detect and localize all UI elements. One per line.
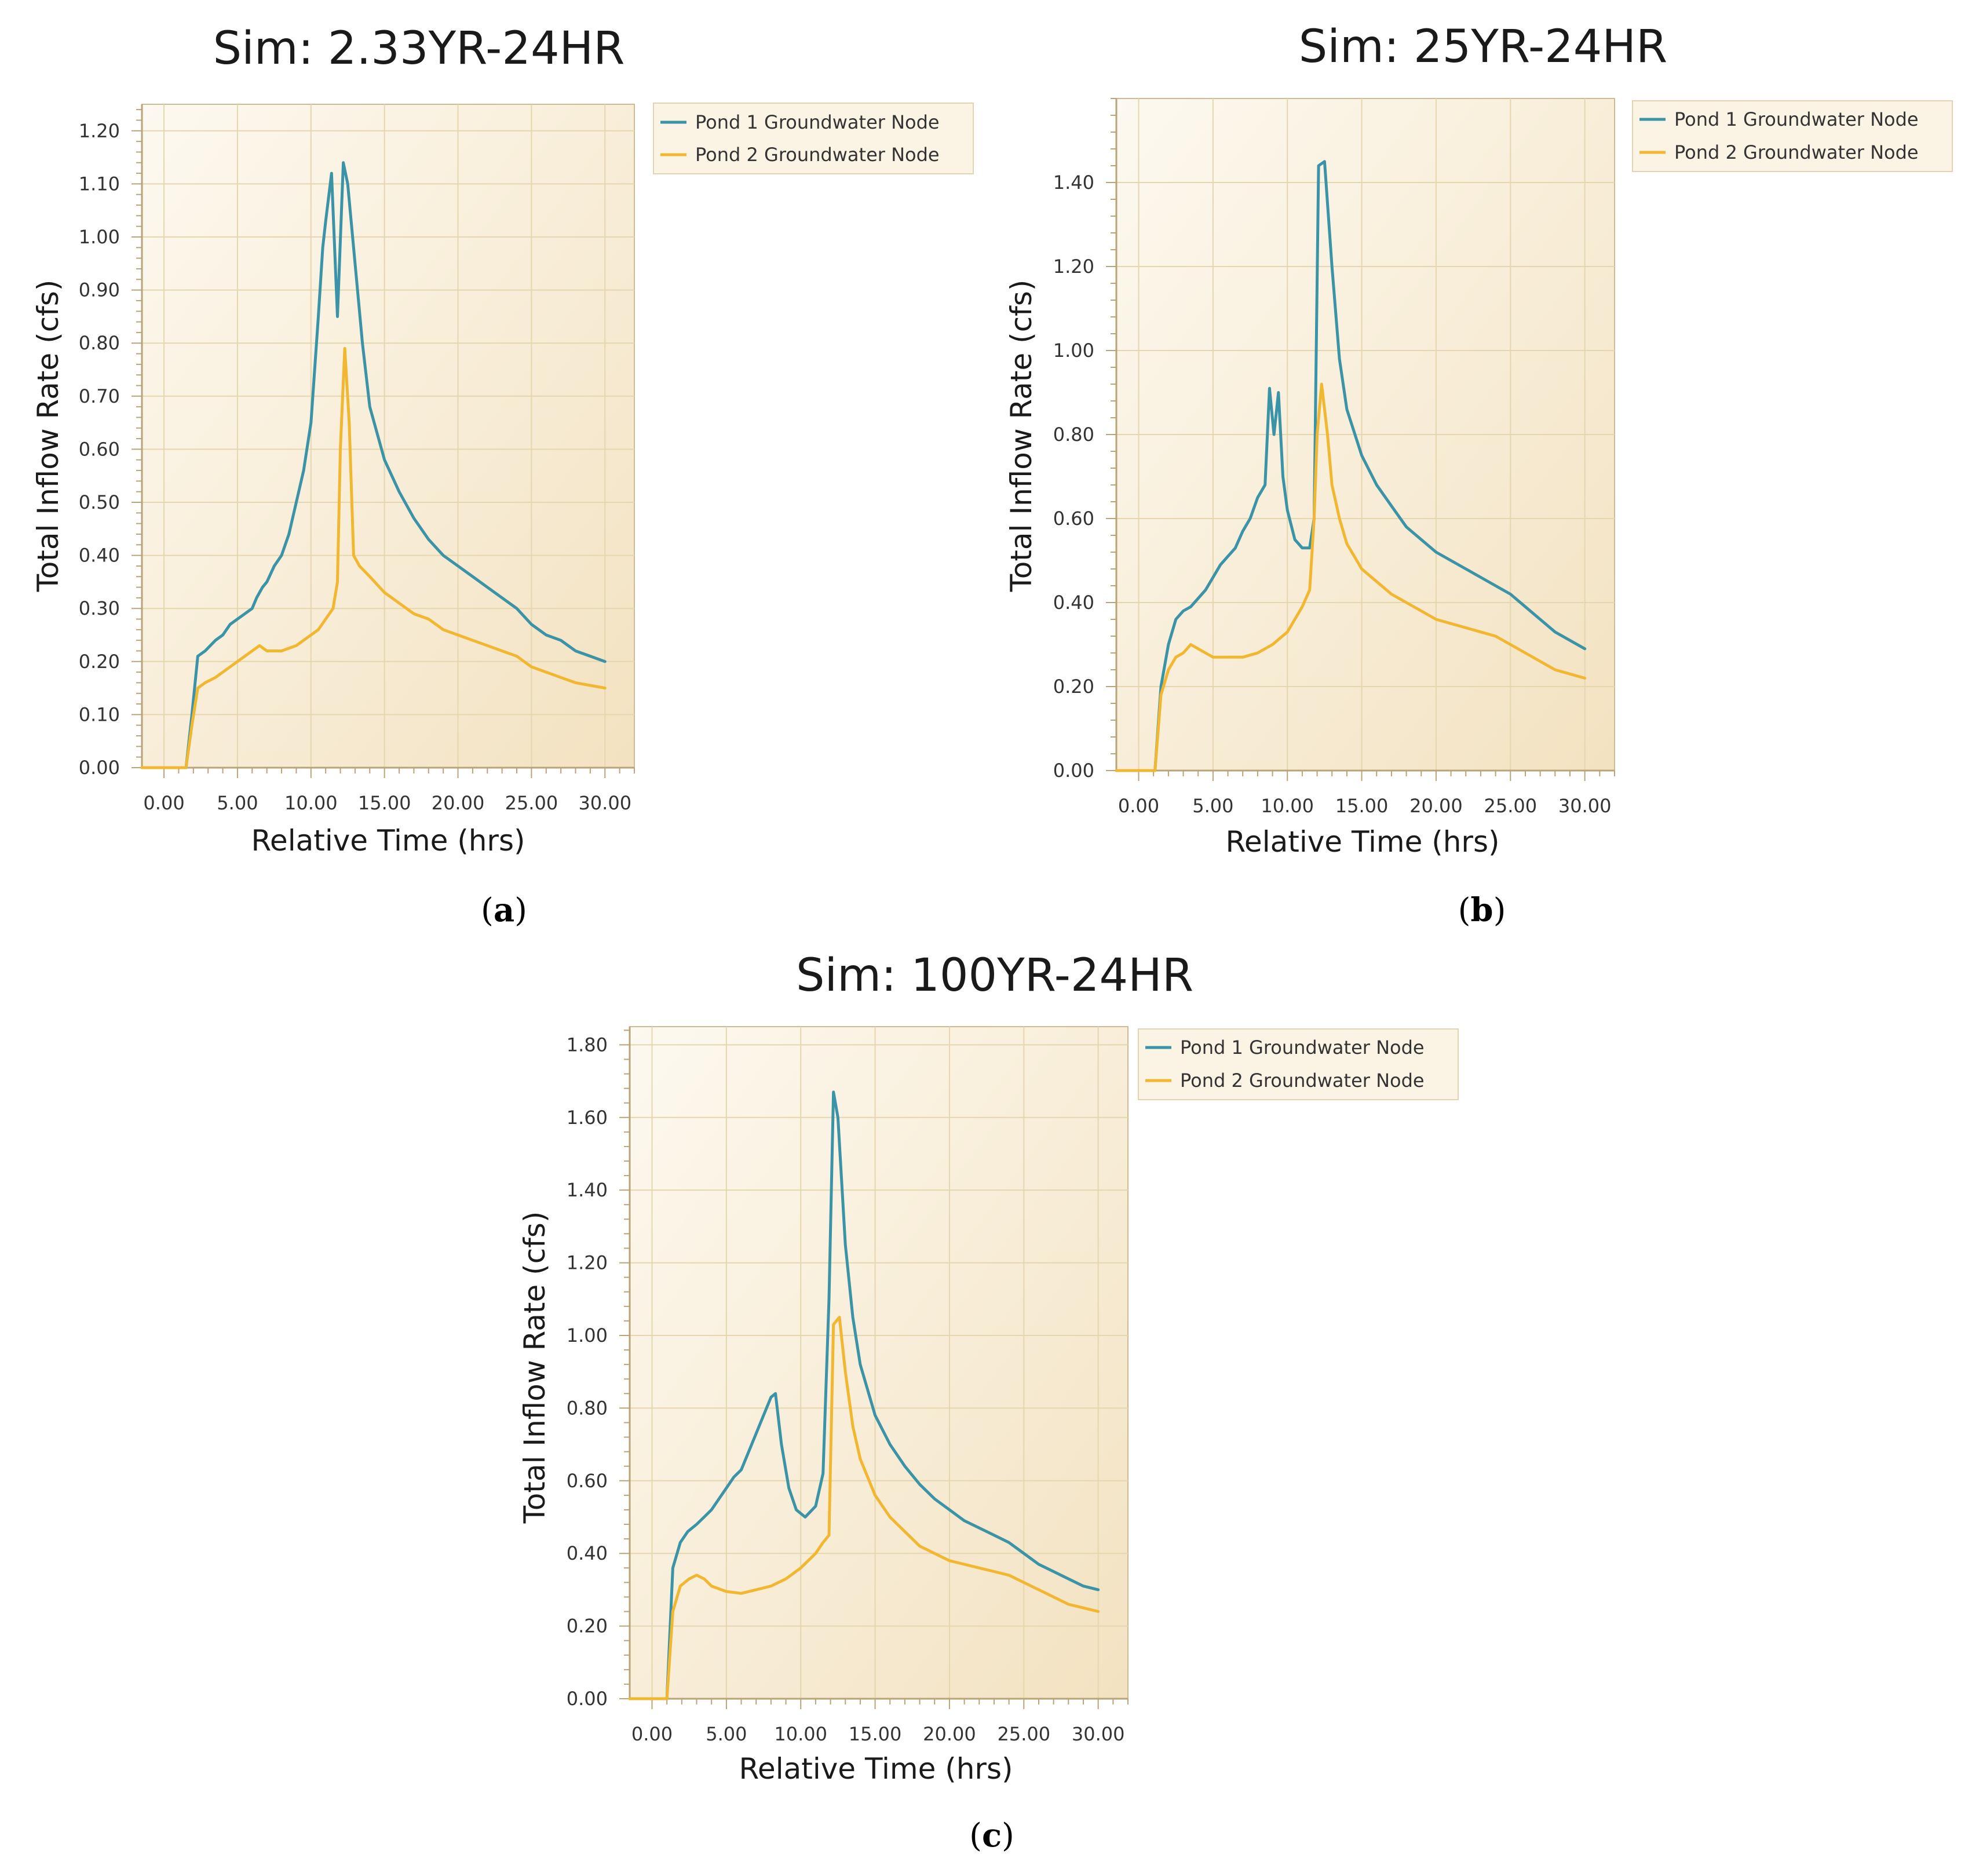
x-tick-label: 30.00 (1558, 795, 1612, 817)
axes (132, 104, 635, 778)
y-tick-label: 1.20 (567, 1252, 608, 1274)
legend-box (1632, 100, 1953, 172)
x-tick-label: 20.00 (1409, 795, 1463, 817)
series-group (1115, 160, 1587, 772)
x-tick-label: 25.00 (505, 792, 558, 814)
legend: Pond 1 Groundwater Node Pond 2 Groundwat… (1632, 100, 1953, 172)
tick-labels: 0.00 5.00 10.00 15.00 20.00 25.00 30.00 0.00 0.2… (1053, 171, 1612, 817)
x-tick-label: 30.00 (578, 792, 631, 814)
y-tick-label: 0.00 (1053, 760, 1094, 782)
panel-label-c: (c) (969, 1816, 1014, 1855)
y-tick-label: 0.40 (79, 545, 120, 567)
y-tick-label: 1.00 (1053, 340, 1094, 362)
x-tick-label: 0.00 (631, 1723, 673, 1745)
x-axis-title: Relative Time (hrs) (739, 1752, 1013, 1786)
legend-label-pond-1: Pond 1 Groundwater Node (1674, 108, 1919, 130)
x-tick-label: 0.00 (1118, 795, 1159, 817)
x-tick-label: 15.00 (1335, 795, 1389, 817)
series-line-pond-2 (1115, 382, 1587, 772)
y-axis-title: Total Inflow Rate (cfs) (518, 1211, 552, 1524)
series-line-pond-1 (140, 161, 607, 769)
series-line-pond-1 (628, 1090, 1100, 1700)
y-tick-label: 1.20 (1053, 256, 1094, 278)
y-tick-label: 1.60 (567, 1107, 608, 1129)
y-tick-label: 0.80 (79, 332, 120, 354)
y-tick-label: 1.10 (79, 173, 120, 195)
grid-lines (630, 1027, 1128, 1699)
y-tick-label: 0.20 (79, 651, 120, 673)
chart-title: Sim: 25YR-24HR (1299, 21, 1667, 73)
y-tick-label: 1.00 (79, 226, 120, 248)
y-tick-label: 0.60 (567, 1470, 608, 1492)
panel-label-a: (a) (481, 891, 527, 929)
x-tick-label: 25.00 (997, 1723, 1050, 1745)
y-tick-label: 0.40 (1053, 592, 1094, 614)
legend-label-pond-1: Pond 1 Groundwater Node (1180, 1036, 1425, 1059)
series-line-pond-2 (140, 346, 607, 769)
y-tick-label: 0.20 (1053, 676, 1094, 698)
y-tick-label: 1.40 (1053, 171, 1094, 194)
legend-label-pond-2: Pond 2 Groundwater Node (695, 144, 940, 166)
x-tick-label: 15.00 (358, 792, 411, 814)
grid-lines (142, 104, 634, 768)
series-group (140, 161, 607, 769)
chart-title: Sim: 100YR-24HR (796, 950, 1193, 1002)
x-tick-label: 30.00 (1072, 1723, 1125, 1745)
y-tick-label: 0.30 (79, 597, 120, 619)
y-tick-label: 0.90 (79, 279, 120, 301)
y-axis-title: Total Inflow Rate (cfs) (1005, 280, 1038, 593)
y-tick-label: 0.80 (1053, 424, 1094, 446)
y-tick-label: 0.40 (567, 1542, 608, 1564)
x-tick-label: 5.00 (1192, 795, 1233, 817)
x-tick-label: 15.00 (849, 1723, 902, 1745)
legend-box (1138, 1028, 1459, 1100)
axes (1106, 98, 1615, 781)
y-tick-label: 1.80 (567, 1034, 608, 1056)
x-tick-label: 20.00 (923, 1723, 976, 1745)
y-tick-label: 1.40 (567, 1179, 608, 1201)
y-tick-label: 0.00 (567, 1688, 608, 1710)
legend: Pond 1 Groundwater Node Pond 2 Groundwat… (653, 103, 974, 174)
y-tick-label: 0.20 (567, 1615, 608, 1637)
y-tick-label: 1.20 (79, 120, 120, 142)
legend-label-pond-2: Pond 2 Groundwater Node (1180, 1070, 1425, 1092)
x-tick-label: 0.00 (143, 792, 184, 814)
x-tick-label: 20.00 (432, 792, 485, 814)
series-line-pond-2 (628, 1316, 1100, 1700)
x-axis-title: Relative Time (hrs) (1225, 825, 1499, 859)
series-group (628, 1090, 1100, 1700)
chart-panel-b: Sim: 25YR-24HR 0.00 5.00 10.00 15.00 20.00 25… (1005, 21, 1953, 929)
tick-labels: 0.00 5.00 10.00 15.00 20.00 25.00 30.00 0.00 0.1… (79, 120, 631, 814)
x-axis-title: Relative Time (hrs) (251, 824, 525, 857)
x-tick-label: 10.00 (774, 1723, 827, 1745)
x-tick-label: 5.00 (217, 792, 258, 814)
y-tick-label: 0.60 (79, 438, 120, 460)
chart-title: Sim: 2.33YR-24HR (213, 23, 625, 75)
x-tick-label: 5.00 (706, 1723, 747, 1745)
x-tick-label: 10.00 (1261, 795, 1314, 817)
y-tick-label: 0.10 (79, 703, 120, 725)
y-tick-label: 0.00 (79, 757, 120, 779)
x-tick-label: 25.00 (1484, 795, 1537, 817)
x-tick-label: 10.00 (284, 792, 338, 814)
legend-label-pond-1: Pond 1 Groundwater Node (695, 111, 940, 133)
chart-panel-a: Sim: 2.33YR-24HR 0.00 5.00 10.00 15.00 20.00… (31, 23, 974, 929)
y-tick-label: 0.80 (567, 1397, 608, 1419)
y-tick-label: 0.70 (79, 385, 120, 407)
plot-area (141, 104, 635, 768)
y-axis-title: Total Inflow Rate (cfs) (31, 280, 65, 593)
y-tick-label: 0.50 (79, 491, 120, 513)
legend: Pond 1 Groundwater Node Pond 2 Groundwat… (1138, 1028, 1459, 1100)
y-tick-label: 0.60 (1053, 508, 1094, 530)
legend-box (653, 103, 974, 174)
axes (619, 1027, 1129, 1709)
series-line-pond-1 (1115, 160, 1587, 772)
y-tick-label: 1.00 (567, 1324, 608, 1346)
chart-panel-c: Sim: 100YR-24HR 0.00 5.00 10.00 15.00 20.00 2… (518, 950, 1459, 1855)
grid-lines (1116, 98, 1615, 771)
legend-label-pond-2: Pond 2 Groundwater Node (1674, 141, 1919, 163)
panel-label-b: (b) (1458, 891, 1506, 929)
tick-labels: 0.00 5.00 10.00 15.00 20.00 25.00 30.00 0.00 0.2… (567, 1034, 1125, 1745)
